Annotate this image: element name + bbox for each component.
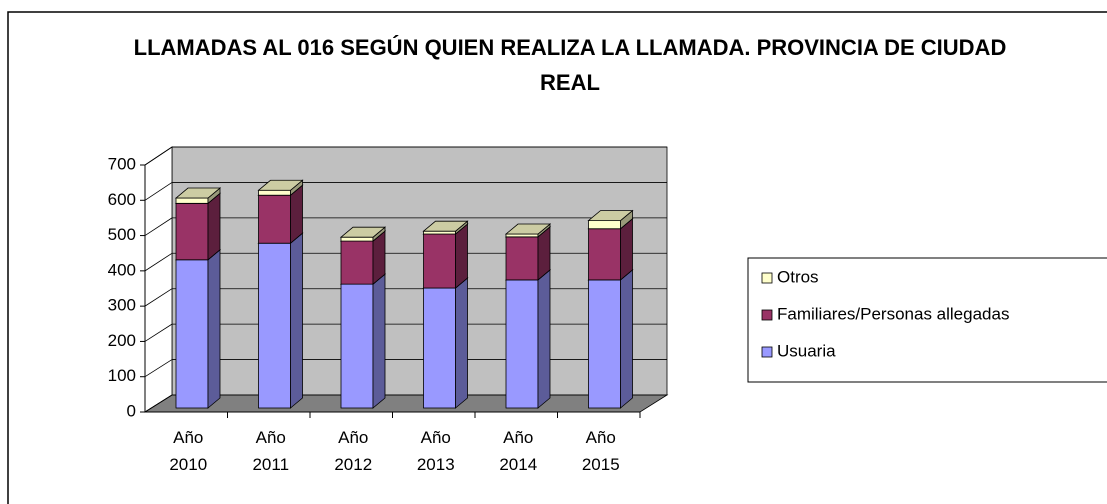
x-tick-label: Año 2015 [581,428,620,474]
side-wall [144,146,173,413]
bar-top [504,223,552,235]
bar-segment [174,248,222,409]
y-tick-label: 300 [108,296,136,315]
bar-segment [587,269,634,409]
legend-swatch [761,272,773,284]
bar-side [620,217,633,281]
y-tick-label: 700 [108,154,136,173]
bar-side [207,192,221,261]
legend-box [747,257,1107,383]
bar-segment [257,179,304,197]
bar-side [455,277,468,409]
bar-front [340,283,374,409]
legend-label: Familiares/Personas allegadas [777,304,1009,323]
x-tick-label: Año 2012 [334,428,373,474]
bar-front [505,233,539,238]
bar-side [207,248,221,409]
bar-side [290,232,303,409]
legend-label: Otros [777,267,819,286]
y-tick-label: 400 [108,260,136,279]
legend-swatch [761,309,773,321]
bar-top [339,226,387,238]
bar-segment [587,209,634,230]
bar-front [258,242,291,409]
bar-front [340,236,374,242]
bar-segment [422,277,469,409]
y-tick-label: 200 [108,331,136,350]
bar-side [455,223,468,289]
chart-title: LLAMADAS AL 016 SEGÚN QUIEN REALIZA LA L… [133,35,1007,95]
bar-front [258,194,291,244]
y-tick-label: 0 [127,401,136,420]
bar-front [588,220,621,230]
bar-side [620,269,633,409]
grid-line [144,323,173,342]
bar-top [587,210,634,222]
bar-top [174,187,222,199]
bar-segment [339,226,387,242]
y-tick-label: 600 [108,190,136,209]
bar-front [588,279,621,409]
bar-segment [422,220,469,235]
bar-segment [174,187,222,205]
bar-side [537,269,551,409]
bar-top [422,220,469,232]
grid-line [144,394,173,413]
bar-segment [504,269,552,409]
bar-front [423,287,456,409]
bar-segment [257,232,304,409]
grid-line [144,217,173,236]
bar-front [340,240,374,285]
bar-front [505,279,539,409]
bar-front [423,233,456,289]
y-tick-label: 500 [108,225,136,244]
bar-side [372,273,386,409]
grid-line [144,182,173,201]
bar-segment [504,223,552,238]
bar-segment [339,273,387,409]
bar-front [258,189,291,196]
grid-line [144,359,173,378]
grid-line [144,146,173,166]
bar-front [505,236,539,281]
grid-line [144,252,173,272]
bar-front [423,230,456,235]
legend-swatch [761,346,773,358]
y-tick-label: 100 [108,366,136,385]
x-tick-label: Año 2011 [252,428,290,474]
bar-front [175,202,209,261]
bar-front [175,197,209,204]
bar-front [175,259,209,409]
grid-line [144,288,173,307]
bar-front [588,228,621,281]
chart-border [7,11,1107,504]
x-tick-label: Año 2010 [169,428,208,474]
bar-top [257,179,304,191]
x-tick-label: Año 2013 [416,428,455,474]
x-tick-label: Año 2014 [499,428,538,474]
legend-label: Usuaria [777,341,836,360]
